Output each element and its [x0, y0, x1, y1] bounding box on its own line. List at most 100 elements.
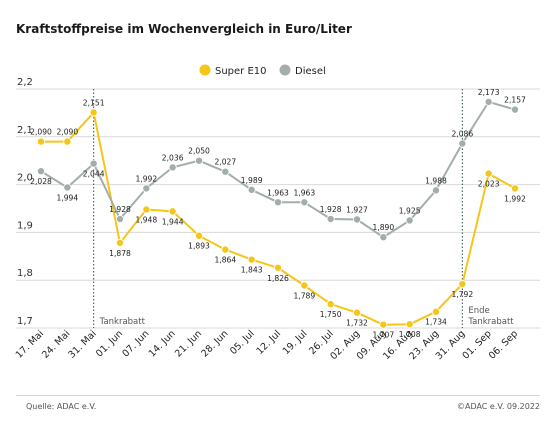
- x-tick-label: 14. Jun: [147, 328, 178, 359]
- data-label: 2,173: [478, 88, 500, 97]
- data-label: 1,928: [320, 205, 342, 214]
- data-point: [89, 108, 98, 117]
- data-point: [510, 184, 519, 193]
- data-label: 2,151: [83, 98, 105, 107]
- series-line: [40, 100, 516, 239]
- data-label: 1,864: [214, 256, 236, 265]
- data-label: 2,090: [30, 128, 52, 137]
- data-point: [37, 167, 46, 176]
- data-point: [89, 159, 98, 168]
- data-point: [431, 307, 440, 316]
- x-tick-label: 17. Mai: [14, 328, 46, 360]
- data-label: 1,750: [320, 310, 342, 319]
- data-label: 2,044: [83, 170, 105, 179]
- legend-label: Diesel: [295, 66, 326, 77]
- data-point: [142, 205, 151, 214]
- legend-marker: [279, 64, 291, 76]
- data-point: [352, 308, 361, 317]
- annotation-label: Tankrabatt: [467, 317, 514, 327]
- annotation-label: Tankrabatt: [99, 317, 146, 327]
- data-label: 1,948: [135, 215, 157, 224]
- data-label: 2,028: [30, 177, 52, 186]
- x-tick-label: 01. Jun: [94, 328, 125, 359]
- data-point: [300, 198, 309, 207]
- data-label: 1,963: [267, 188, 289, 197]
- y-tick-label: 2,2: [17, 77, 33, 88]
- data-label: 1,707: [372, 331, 394, 340]
- data-point: [405, 320, 414, 329]
- data-label: 2,050: [188, 147, 210, 156]
- data-point: [168, 163, 177, 172]
- y-tick-label: 2,1: [17, 125, 33, 136]
- data-label: 1,989: [241, 176, 263, 185]
- data-point: [405, 216, 414, 225]
- data-point: [247, 255, 256, 264]
- annotation-label: Ende: [468, 306, 489, 316]
- data-point: [379, 320, 388, 329]
- legend-marker: [199, 64, 211, 76]
- x-tick-label: 05. Jul: [228, 328, 257, 357]
- data-label: 1,928: [109, 205, 131, 214]
- data-point: [510, 105, 519, 114]
- chart-title: Kraftstoffpreise im Wochenvergleich in E…: [16, 22, 352, 36]
- data-point: [116, 238, 125, 247]
- data-point: [194, 156, 203, 165]
- data-point: [142, 184, 151, 193]
- data-label: 1,826: [267, 274, 289, 283]
- y-tick-label: 1,7: [17, 316, 33, 327]
- source-note: Quelle: ADAC e.V.: [26, 402, 97, 411]
- data-label: 1,890: [372, 223, 394, 232]
- data-label: 2,027: [214, 158, 236, 167]
- data-point: [326, 215, 335, 224]
- x-tick-label: 06. Sep: [487, 328, 520, 361]
- data-point: [379, 233, 388, 242]
- x-tick-label: 19. Jul: [281, 328, 310, 357]
- data-label: 1,893: [188, 242, 210, 251]
- x-tick-label: 31. Mai: [66, 328, 98, 360]
- data-point: [63, 183, 72, 192]
- footer-divider: [16, 395, 540, 396]
- data-label: 1,708: [399, 330, 421, 339]
- data-label: 1,732: [346, 319, 368, 328]
- data-label: 1,927: [346, 205, 368, 214]
- data-point: [458, 280, 467, 289]
- data-label: 1,843: [241, 266, 263, 275]
- data-point: [221, 167, 230, 176]
- data-label: 1,992: [504, 194, 526, 203]
- data-point: [194, 231, 203, 240]
- data-point: [116, 215, 125, 224]
- copyright-note: ©ADAC e.V. 09.2022: [456, 402, 540, 411]
- y-tick-label: 1,9: [17, 220, 33, 231]
- data-point: [273, 198, 282, 207]
- data-label: 2,157: [504, 96, 526, 105]
- x-tick-label: 07. Jun: [120, 328, 151, 359]
- data-label: 2,023: [478, 180, 500, 189]
- data-point: [168, 207, 177, 216]
- data-label: 2,090: [56, 128, 78, 137]
- data-point: [63, 137, 72, 146]
- data-label: 1,944: [162, 217, 184, 226]
- x-tick-label: 12. Jul: [254, 328, 283, 357]
- data-label: 1,734: [425, 318, 447, 327]
- data-point: [37, 137, 46, 146]
- data-label: 1,963: [293, 188, 315, 197]
- x-tick-label: 24. Mai: [40, 328, 72, 360]
- data-point: [484, 97, 493, 106]
- data-label: 2,036: [162, 153, 184, 162]
- data-label: 1,925: [399, 206, 421, 215]
- data-point: [247, 185, 256, 194]
- series-line: [41, 111, 516, 326]
- data-label: 1,789: [293, 291, 315, 300]
- y-tick-label: 2,0: [17, 173, 33, 184]
- data-point: [221, 245, 230, 254]
- data-point: [300, 281, 309, 290]
- data-point: [484, 169, 493, 178]
- data-label: 1,792: [451, 290, 473, 299]
- data-point: [273, 263, 282, 272]
- data-label: 1,988: [425, 176, 447, 185]
- x-tick-label: 28. Jun: [199, 328, 230, 359]
- data-label: 1,992: [135, 174, 157, 183]
- data-label: 1,994: [56, 193, 78, 202]
- data-point: [431, 186, 440, 195]
